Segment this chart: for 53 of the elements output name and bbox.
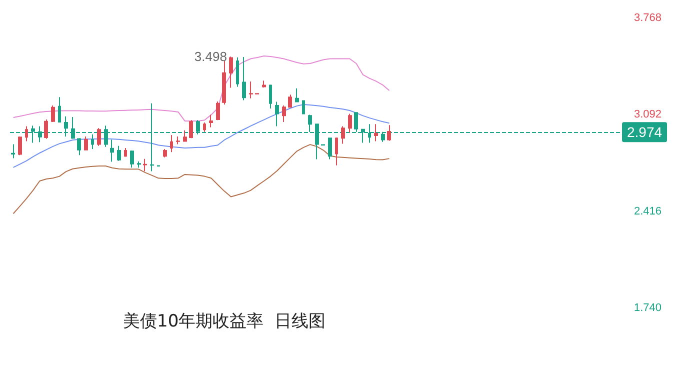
candlestick: [354, 112, 358, 132]
text: 美债10年期收益率 日线图: [123, 312, 326, 332]
candlestick: [348, 113, 352, 134]
candlestick: [11, 144, 15, 159]
line-series: [12, 104, 390, 168]
candlestick: [51, 105, 55, 122]
candlestick: [387, 124, 391, 142]
candlestick: [374, 124, 378, 142]
candlestick: [335, 137, 338, 166]
candlestick: [130, 150, 134, 168]
candlestick: [295, 88, 299, 102]
candlestick: [163, 148, 167, 158]
candlestick: [58, 96, 61, 124]
candlestick: [222, 60, 226, 106]
candlestick: [282, 105, 286, 122]
candlestick: [262, 80, 266, 88]
candlestick: [203, 122, 206, 132]
line-series: [12, 144, 390, 214]
candlestick: [209, 114, 213, 128]
candlestick: [302, 100, 305, 114]
candlestick: [288, 94, 292, 108]
candlestick: [176, 136, 180, 145]
candlestick: [117, 145, 121, 162]
y-tick-label: 3.768: [634, 12, 662, 24]
candlestick: [341, 126, 345, 144]
candlestick: [216, 101, 220, 121]
candlestick: [328, 138, 332, 160]
candlestick: [183, 130, 187, 142]
candlestick: [124, 147, 127, 158]
y-tick-label: 2.416: [634, 205, 662, 218]
y-tick-label: 1.740: [634, 302, 662, 314]
candlestick: [97, 128, 101, 146]
candlestick: [137, 160, 141, 168]
candlestick: [77, 138, 81, 156]
candlestick: [110, 139, 114, 162]
candlestick: [242, 56, 246, 101]
candlestick: [170, 134, 173, 153]
candlestick: [249, 80, 253, 99]
candlestick: [236, 56, 239, 88]
candlestick: [229, 56, 233, 88]
candlestick: [91, 134, 94, 150]
candlestick: [143, 158, 147, 172]
candlestick: [44, 119, 48, 140]
ref-line-label: 2.974: [627, 124, 662, 140]
candlestick: [84, 136, 88, 150]
candlestick: [269, 84, 272, 110]
candlestick: [189, 120, 193, 139]
annotation: 3.498: [194, 49, 227, 64]
candlestick: [25, 126, 28, 142]
y-tick-label: 3.092: [634, 108, 662, 121]
candlestick: [275, 101, 279, 127]
candlestick: [18, 136, 22, 156]
candlestick: [308, 114, 312, 132]
